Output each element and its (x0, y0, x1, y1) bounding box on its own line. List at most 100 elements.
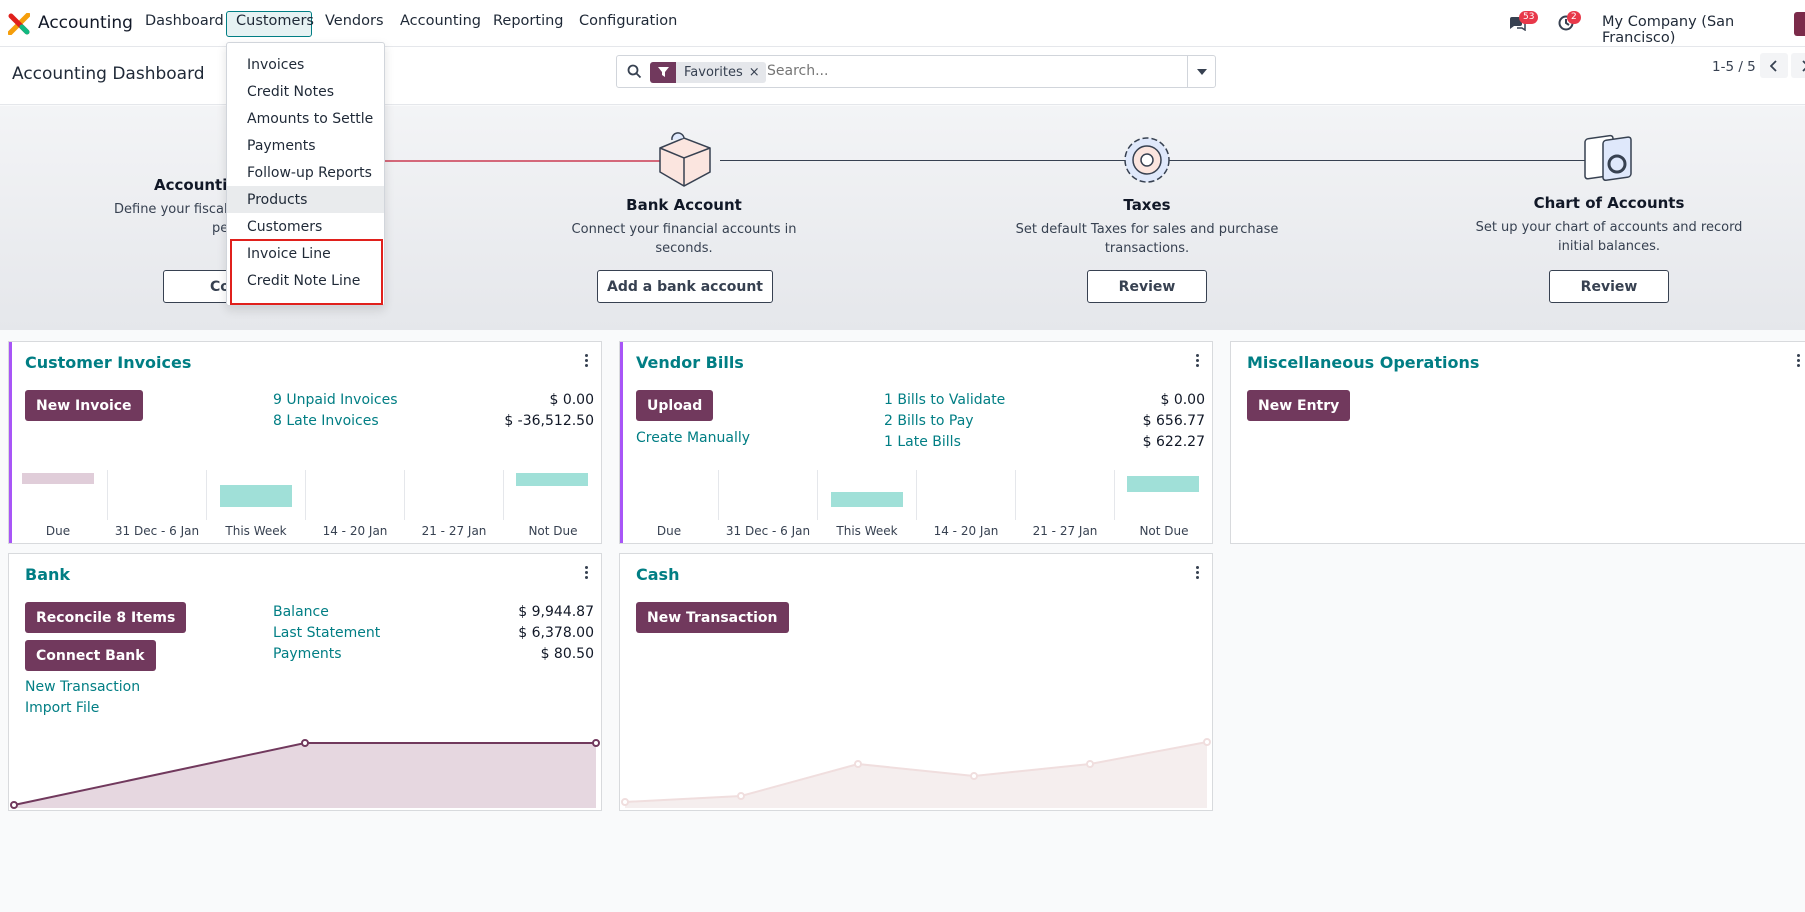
menu-item-credit-notes[interactable]: Credit Notes (247, 83, 334, 100)
bills-to-validate-link[interactable]: 1 Bills to Validate (884, 392, 1006, 408)
graph-point[interactable] (592, 739, 600, 747)
menu-item-customers[interactable]: Customers (247, 218, 323, 235)
new-entry-button[interactable]: New Entry (1247, 390, 1351, 421)
card-options-icon[interactable] (1196, 354, 1200, 369)
menu-item-invoices[interactable]: Invoices (247, 56, 305, 73)
cash-card: Cash New Transaction (619, 553, 1213, 811)
chart-x-label: 31 Dec - 6 Jan (114, 524, 200, 538)
search-input[interactable] (767, 63, 1167, 79)
activities-badge: 2 (1567, 11, 1581, 24)
progress-line (720, 160, 1620, 161)
pager-previous-button[interactable] (1760, 53, 1788, 78)
bills-to-pay-amount: $ 656.77 (1142, 413, 1205, 429)
late-invoices-link[interactable]: 8 Late Invoices (273, 413, 379, 429)
menu-item-amounts-to-settle[interactable]: Amounts to Settle (247, 110, 374, 127)
import-file-link[interactable]: Import File (25, 700, 100, 716)
menu-item-invoice-line[interactable]: Invoice Line (247, 245, 331, 262)
onboarding-step-chart-of-accounts: Chart of Accounts Set up your chart of a… (1472, 106, 1746, 256)
upload-button[interactable]: Upload (636, 390, 714, 421)
new-transaction-button[interactable]: New Transaction (636, 602, 789, 633)
card-options-icon[interactable] (1196, 566, 1200, 581)
facet-remove-icon[interactable]: × (748, 65, 760, 80)
chart-bar-not-due[interactable] (1127, 476, 1199, 492)
card-title[interactable]: Customer Invoices (25, 353, 192, 372)
annotation-highlight-box (230, 239, 383, 305)
pager-value[interactable]: 1-5 / 5 (1712, 59, 1756, 75)
taxes-gear-icon (1124, 137, 1170, 183)
chart-bar-this-week[interactable] (831, 492, 903, 507)
card-title[interactable]: Vendor Bills (636, 353, 744, 372)
chart-gridline (404, 470, 405, 520)
user-avatar[interactable] (1794, 12, 1805, 36)
unpaid-invoices-amount: $ 0.00 (549, 392, 594, 408)
top-navbar: Accounting Dashboard Customers Vendors A… (0, 0, 1805, 47)
company-switcher[interactable]: My Company (San Francisco) (1602, 14, 1735, 46)
last-statement-link[interactable]: Last Statement (273, 625, 381, 641)
chevron-right-icon (1802, 59, 1805, 72)
balance-link[interactable]: Balance (273, 604, 329, 620)
chart-gridline (503, 470, 504, 520)
menu-item-follow-up-reports[interactable]: Follow-up Reports (247, 164, 372, 181)
late-bills-link[interactable]: 1 Late Bills (884, 434, 961, 450)
search-options-toggle[interactable] (1187, 56, 1215, 87)
chevron-left-icon (1770, 59, 1777, 72)
card-options-icon[interactable] (1797, 354, 1801, 369)
chart-gridline (1015, 470, 1016, 520)
active-nav-indicator (226, 11, 312, 37)
chart-x-label: Due (45, 524, 71, 538)
create-manually-link[interactable]: Create Manually (636, 430, 751, 446)
chart-bar-not-due[interactable] (516, 473, 588, 486)
menu-item-products[interactable]: Products (227, 186, 384, 213)
graph-point[interactable] (301, 739, 309, 747)
onboarding-step-desc: Set default Taxes for sales and purchase… (1012, 220, 1282, 258)
taxes-review-button[interactable]: Review (1087, 270, 1207, 303)
nav-vendors[interactable]: Vendors (325, 13, 384, 29)
caret-down-icon (1196, 68, 1207, 75)
nav-accounting[interactable]: Accounting (400, 13, 481, 29)
new-invoice-button[interactable]: New Invoice (25, 390, 143, 421)
search-icon[interactable] (627, 64, 642, 79)
onboarding-step-desc: Connect your financial accounts in secon… (564, 220, 804, 258)
last-statement-amount: $ 6,378.00 (518, 625, 594, 641)
graph-area (625, 742, 1207, 808)
card-title[interactable]: Bank (25, 565, 71, 584)
card-options-icon[interactable] (585, 566, 589, 581)
card-options-icon[interactable] (585, 354, 589, 369)
chart-bar-due[interactable] (22, 473, 94, 484)
progress-line-done (260, 160, 680, 162)
bills-to-pay-link[interactable]: 2 Bills to Pay (884, 413, 974, 429)
graph-line (624, 741, 1208, 803)
card-title[interactable]: Cash (636, 565, 680, 584)
chart-bar-this-week[interactable] (220, 485, 292, 507)
card-accent (620, 342, 623, 543)
pager-next-button[interactable] (1791, 53, 1805, 78)
chart-x-label: 31 Dec - 6 Jan (725, 524, 811, 538)
app-name[interactable]: Accounting (38, 13, 133, 33)
connect-bank-button[interactable]: Connect Bank (25, 640, 156, 671)
menu-item-credit-note-line[interactable]: Credit Note Line (247, 272, 361, 289)
menu-item-payments[interactable]: Payments (247, 137, 316, 154)
nav-customers[interactable]: Customers (236, 13, 314, 29)
onboarding-step-desc-line1: Set up your chart of accounts and record (1475, 220, 1743, 235)
add-bank-account-button[interactable]: Add a bank account (597, 270, 773, 303)
nav-reporting[interactable]: Reporting (493, 13, 564, 29)
onboarding-step-desc-line2: transactions. (1104, 241, 1190, 256)
nav-configuration[interactable]: Configuration (579, 13, 678, 29)
graph-point (1203, 738, 1211, 746)
chart-of-accounts-review-button[interactable]: Review (1549, 270, 1669, 303)
new-transaction-link[interactable]: New Transaction (25, 679, 141, 695)
reconcile-items-button[interactable]: Reconcile 8 Items (25, 602, 187, 633)
onboarding-step-desc-line1: Connect your financial accounts in (571, 222, 797, 237)
bank-puzzle-icon (659, 132, 711, 187)
graph-point[interactable] (10, 801, 18, 809)
chart-gridline (305, 470, 306, 520)
payments-link[interactable]: Payments (273, 646, 342, 662)
accounting-app-icon[interactable] (8, 13, 30, 35)
unpaid-invoices-link[interactable]: 9 Unpaid Invoices (273, 392, 398, 408)
search-bar[interactable]: Favorites × (616, 55, 1216, 88)
nav-dashboard[interactable]: Dashboard (145, 13, 224, 29)
card-title[interactable]: Miscellaneous Operations (1247, 353, 1480, 372)
customer-invoices-card: Customer Invoices New Invoice 9 Unpaid I… (8, 341, 602, 544)
graph-area (14, 743, 596, 808)
search-facet-favorites[interactable]: Favorites × (650, 62, 766, 83)
